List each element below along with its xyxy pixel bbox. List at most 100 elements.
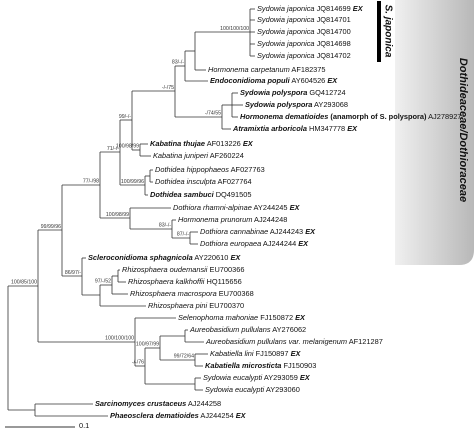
accession: FJ150872 bbox=[260, 313, 293, 322]
support-value: 99/-/- bbox=[119, 114, 131, 120]
leaf-label: Kabatiella lini FJ150897 EX bbox=[210, 349, 301, 358]
taxon-name: Atramixtia arboricola bbox=[232, 124, 307, 133]
leaf-label: Kabatina thujae AF013226 EX bbox=[150, 139, 254, 148]
accession: AJ244248 bbox=[254, 215, 287, 224]
accession: JQ814698 bbox=[317, 39, 351, 48]
taxon-name: Rhizosphaera macrospora bbox=[130, 289, 217, 298]
taxon-name: Phaeosclera dematioides bbox=[110, 411, 199, 420]
leaf-label: Rhizosphaera pini EU700370 bbox=[148, 301, 244, 310]
accession: AY604526 bbox=[291, 76, 325, 85]
leaf-label: Dothiora europaea AJ244244 EX bbox=[200, 239, 309, 248]
ex-type: EX bbox=[236, 411, 247, 420]
accession: GQ412724 bbox=[309, 88, 345, 97]
taxon-name: Sarcinomyces crustaceus bbox=[95, 399, 186, 408]
ex-type: EX bbox=[305, 227, 316, 236]
accession: JQ814702 bbox=[317, 51, 351, 60]
accession: AF013226 bbox=[207, 139, 241, 148]
leaf-label: Hormonema dematioides (anamorph of S. po… bbox=[240, 112, 461, 121]
leaf-label: Sarcinomyces crustaceus AJ244258 bbox=[95, 399, 221, 408]
support-value: 100/97/99 bbox=[136, 341, 159, 347]
accession: HM347778 bbox=[309, 124, 345, 133]
ex-type: EX bbox=[291, 349, 302, 358]
accession: HQ115656 bbox=[206, 277, 241, 286]
taxon-name: Sydowia japonica bbox=[257, 27, 315, 36]
leaf-label: Sydowia eucalypti AY293060 bbox=[205, 385, 300, 394]
ex-type: EX bbox=[295, 313, 306, 322]
accession: FJ150897 bbox=[256, 349, 289, 358]
taxon-name: Sydowia japonica bbox=[257, 51, 315, 60]
clade-box bbox=[395, 0, 474, 265]
ex-type: EX bbox=[298, 239, 309, 248]
support-value: 99/72/64 bbox=[174, 353, 194, 359]
leaf-label: Endoconidioma populi AY604526 EX bbox=[210, 76, 338, 85]
support-value: 71/-/- bbox=[107, 146, 119, 152]
ex-type: EX bbox=[290, 203, 301, 212]
accession: JQ814701 bbox=[317, 15, 351, 24]
leaf-label: Sydowia japonica JQ814702 bbox=[257, 51, 351, 60]
taxon-name: Rhizosphaera kalkhoffii bbox=[128, 277, 205, 286]
taxon-name: Hormonema prunorum bbox=[178, 215, 252, 224]
taxon-name: Hormonema carpetanum bbox=[208, 65, 290, 74]
scale-label: 0.1 bbox=[79, 421, 89, 430]
support-value: 97/-/52 bbox=[95, 278, 111, 284]
taxon-name: Rhizosphaera pini bbox=[148, 301, 208, 310]
leaf-label: Rhizosphaera oudemansii EU700366 bbox=[122, 265, 244, 274]
taxon-name: Endoconidioma populi bbox=[210, 76, 291, 85]
leaf-label: Dothiora cannabinae AJ244243 EX bbox=[200, 227, 316, 236]
accession: JQ814699 bbox=[317, 4, 351, 13]
taxon-name: Dothiora europaea bbox=[200, 239, 261, 248]
accession: AJ278927 bbox=[428, 112, 461, 121]
accession: AJ244244 bbox=[263, 239, 296, 248]
leaf-label: Hormonema prunorum AJ244248 bbox=[178, 215, 287, 224]
leaf-label: Rhizosphaera kalkhoffii HQ115656 bbox=[128, 277, 242, 286]
leaf-label: Scleroconidioma sphagnicola AY220610 EX bbox=[88, 253, 241, 262]
accession: AF260224 bbox=[210, 151, 244, 160]
leaf-label: Sydowia japonica JQ814698 bbox=[257, 39, 351, 48]
leaf-label: Aureobasidium pullulans var. melanigenum… bbox=[205, 337, 383, 346]
taxon-name: Sydowia japonica bbox=[257, 4, 315, 13]
clade-label: S. japonica bbox=[382, 5, 393, 58]
support-value: 83/-/- bbox=[172, 59, 184, 65]
clade-label: Dothideaceae/Dothioraceae bbox=[457, 58, 469, 202]
taxon-name: Sydowia eucalypti bbox=[203, 373, 263, 382]
taxon-name: Hormonema dematioides bbox=[240, 112, 328, 121]
taxon-name: Dothidea insculpta bbox=[155, 177, 216, 186]
ex-type: EX bbox=[230, 253, 241, 262]
leaf-label: Aureobasidium pullulans AY276062 bbox=[189, 325, 306, 334]
leaf-label: Rhizosphaera macrospora EU700368 bbox=[130, 289, 254, 298]
leaf-label: Selenophoma mahoniae FJ150872 EX bbox=[178, 313, 306, 322]
taxon-name: Kabatina thujae bbox=[150, 139, 205, 148]
ex-type: EX bbox=[353, 4, 364, 13]
accession: AF027763 bbox=[231, 165, 265, 174]
leaf-label: Kabatiella microsticta FJ150903 bbox=[205, 361, 316, 370]
support-value: 100/99/96 bbox=[121, 179, 144, 185]
support-value: -/-/76 bbox=[132, 359, 144, 365]
leaf-label: Dothidea hippophaeos AF027763 bbox=[155, 165, 265, 174]
accession: AY293059 bbox=[264, 373, 298, 382]
support-value: 87/-/- bbox=[177, 231, 189, 237]
taxon-note: (anamorph of S. polyspora) bbox=[330, 112, 427, 121]
leaf-label: Atramixtia arboricola HM347778 EX bbox=[232, 124, 358, 133]
support-value: 83/-/- bbox=[159, 222, 171, 228]
accession: DQ491505 bbox=[216, 190, 252, 199]
accession: AJ244243 bbox=[270, 227, 303, 236]
taxon-name: Rhizosphaera oudemansii bbox=[122, 265, 208, 274]
taxon-name: Dothidea sambuci bbox=[150, 190, 215, 199]
accession: EU700370 bbox=[209, 301, 244, 310]
accession: AF121287 bbox=[349, 337, 383, 346]
support-value: 100/100/100 bbox=[220, 26, 249, 32]
taxon-name: Kabatiella lini bbox=[210, 349, 254, 358]
leaf-label: Dothidea sambuci DQ491505 bbox=[150, 190, 251, 199]
leaf-label: Sydowia eucalypti AY293059 EX bbox=[203, 373, 311, 382]
support-value: -/-/75 bbox=[162, 85, 174, 91]
support-value: -/74/55 bbox=[205, 110, 221, 116]
ex-type: EX bbox=[243, 139, 254, 148]
accession: AY276062 bbox=[272, 325, 306, 334]
taxon-name: Dothiora cannabinae bbox=[200, 227, 268, 236]
taxon-name: Aureobasidium pullulans var. melanigenum bbox=[205, 337, 347, 346]
taxon-name: Scleroconidioma sphagnicola bbox=[88, 253, 193, 262]
taxon-name: Dothiora rhamni-alpinae bbox=[173, 203, 252, 212]
taxon-name: Sydowia polyspora bbox=[240, 88, 307, 97]
support-value: 99/99/96 bbox=[41, 224, 61, 230]
